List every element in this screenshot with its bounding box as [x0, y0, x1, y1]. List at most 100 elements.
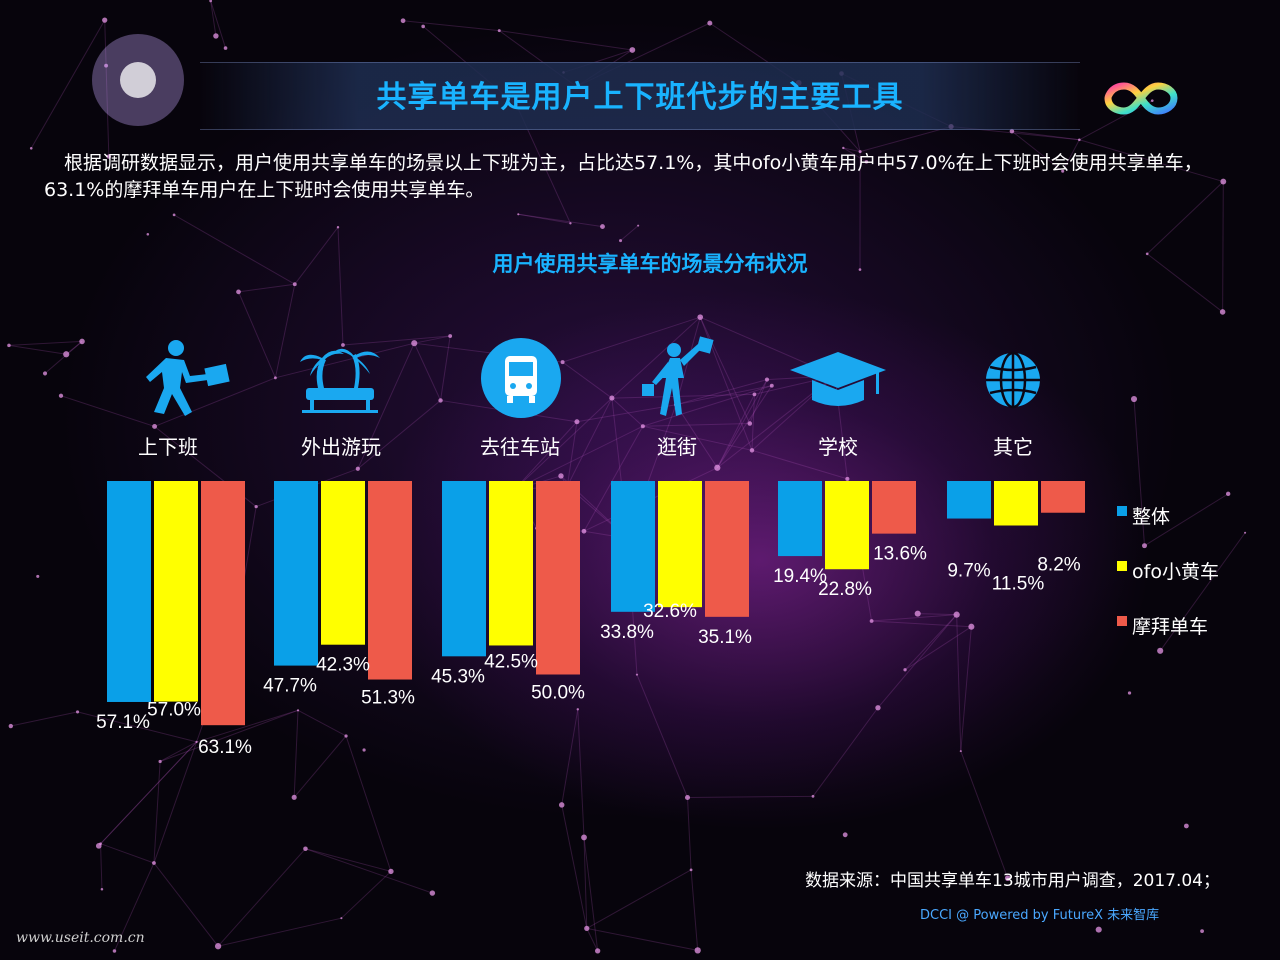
star-dot	[953, 611, 960, 618]
network-line	[10, 711, 78, 727]
star-dot	[1145, 252, 1149, 256]
network-line	[562, 361, 613, 399]
bar-0-3	[611, 481, 655, 612]
bar-2-0	[201, 481, 245, 726]
category-label: 外出游玩	[301, 435, 381, 459]
network-line	[153, 862, 219, 947]
value-label: 8.2%	[1037, 555, 1080, 576]
star-dot	[152, 424, 158, 429]
network-line	[413, 342, 442, 401]
star-dot	[79, 338, 85, 345]
network-line	[305, 848, 433, 894]
network-line	[611, 316, 701, 399]
bar-1-5	[994, 481, 1038, 526]
star-dot	[560, 360, 565, 365]
bar-0-5	[947, 481, 991, 519]
value-label: 9.7%	[947, 561, 990, 582]
network-line	[751, 394, 755, 451]
network-line	[44, 341, 83, 374]
star-dot	[1157, 647, 1164, 654]
star-dot	[635, 673, 639, 676]
star-dot	[400, 18, 406, 24]
star-dot	[858, 268, 862, 271]
sparkle-core	[120, 62, 156, 98]
network-line	[159, 741, 197, 762]
star-dot	[1127, 691, 1132, 695]
network-line	[561, 709, 579, 805]
network-line	[1159, 532, 1246, 652]
star-dot	[811, 794, 815, 798]
bus-icon	[481, 338, 561, 418]
palm-tree-icon	[300, 348, 380, 413]
network-line	[642, 425, 753, 451]
star-dot	[574, 419, 580, 425]
star-dot	[714, 464, 721, 471]
value-label: 63.1%	[198, 737, 252, 758]
network-line	[337, 227, 344, 346]
star-dot	[146, 232, 150, 236]
legend-label: 整体	[1132, 506, 1170, 528]
globe-icon	[986, 351, 1040, 409]
network-line	[345, 735, 392, 872]
value-label: 19.4%	[773, 566, 827, 587]
network-line	[843, 147, 861, 153]
star-dot	[448, 334, 453, 338]
network-line	[1079, 139, 1224, 183]
star-dot	[609, 395, 615, 401]
network-line	[294, 226, 339, 285]
network-line	[586, 927, 698, 951]
legend-label: 摩拜单车	[1132, 616, 1208, 638]
network-line	[196, 709, 299, 743]
value-label: 50.0%	[531, 683, 585, 704]
star-dot	[619, 239, 623, 243]
bar-0-4	[778, 481, 822, 557]
network-line	[812, 707, 879, 797]
network-line	[514, 421, 578, 490]
star-dot	[581, 834, 587, 841]
star-dot	[684, 794, 691, 801]
network-line	[440, 335, 451, 401]
commuter-icon	[146, 340, 230, 416]
network-line	[583, 425, 644, 532]
network-line	[716, 379, 768, 469]
star-dot	[75, 710, 80, 714]
network-line	[917, 613, 957, 616]
star-dot	[106, 154, 112, 159]
network-line	[871, 614, 957, 622]
network-line	[675, 385, 772, 406]
network-line	[642, 422, 750, 427]
star-dot	[689, 868, 693, 872]
network-line	[100, 843, 155, 864]
star-dot	[576, 708, 580, 711]
network-line	[8, 344, 67, 355]
network-line	[749, 379, 768, 424]
network-line	[1146, 253, 1223, 313]
star-dot	[747, 421, 753, 426]
network-line	[636, 674, 688, 798]
network-line	[297, 709, 347, 737]
network-line	[153, 761, 161, 864]
network-line	[275, 342, 415, 379]
star-dot	[273, 376, 277, 380]
credit-line: DCCI @ Powered by FutureX 未来智库	[920, 908, 1160, 923]
star-dot	[558, 473, 564, 479]
network-line	[687, 795, 814, 799]
star-dot	[195, 740, 198, 744]
network-line	[293, 710, 299, 798]
star-dot	[869, 619, 874, 623]
star-dot	[340, 917, 343, 920]
star-dot	[875, 705, 881, 711]
legend-swatch	[1117, 561, 1127, 571]
network-line	[1222, 181, 1224, 312]
star-dot	[752, 392, 757, 397]
network-line	[675, 404, 718, 469]
network-line	[173, 214, 296, 285]
bar-1-3	[658, 481, 702, 608]
network-line	[960, 626, 972, 752]
star-dot	[236, 289, 241, 295]
network-line	[576, 404, 677, 423]
network-line	[159, 709, 299, 762]
star-dot	[637, 224, 640, 227]
star-dot	[968, 623, 975, 630]
star-dot	[209, 0, 213, 3]
